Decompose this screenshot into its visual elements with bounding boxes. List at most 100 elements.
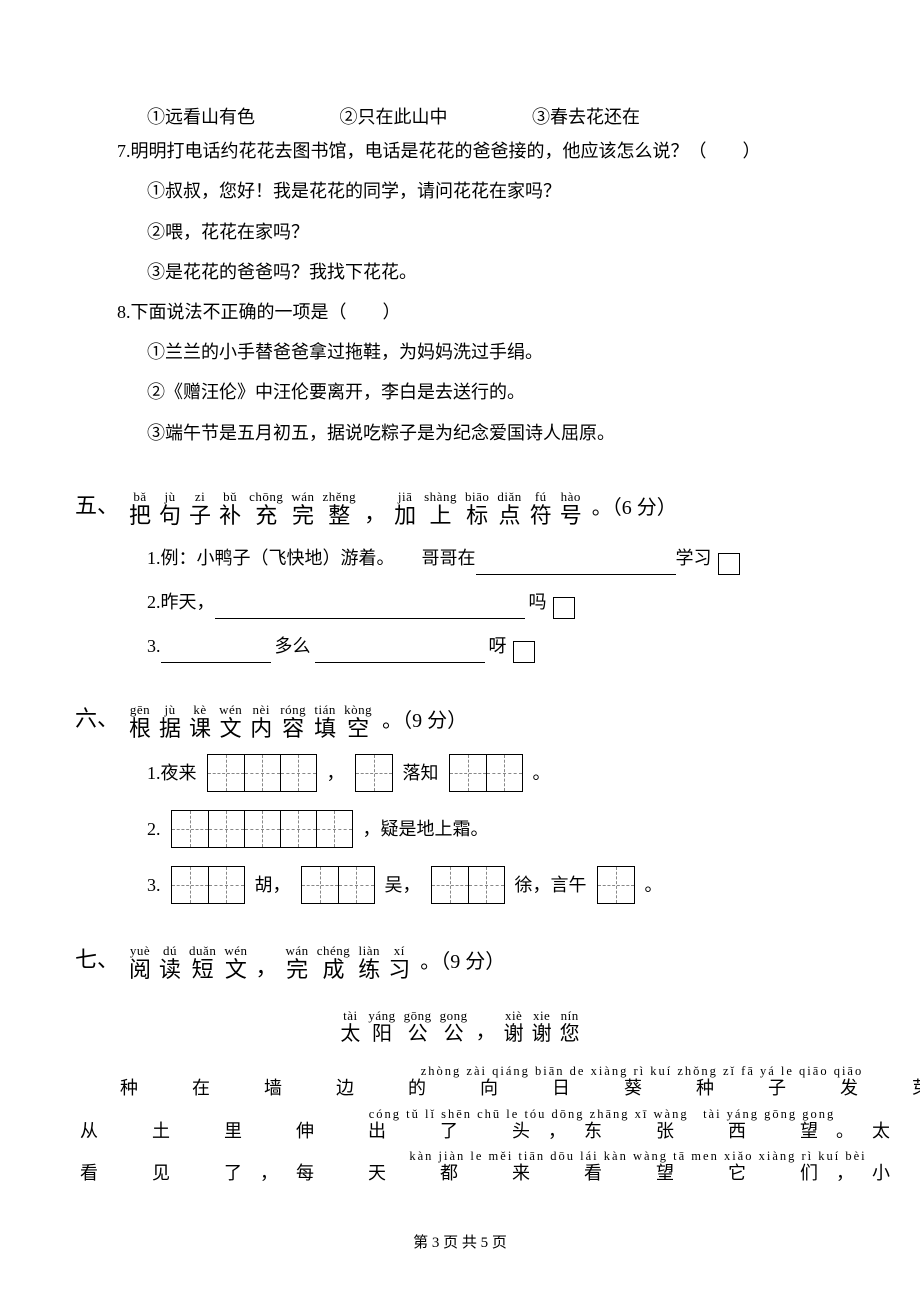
ruby-char: chōng充 bbox=[249, 490, 283, 527]
q8-opt-1: ①兰兰的小手替爸爸拿过拖鞋，为妈妈洗过手绢。 bbox=[75, 335, 845, 369]
punct-box bbox=[553, 597, 575, 619]
punct-box bbox=[718, 553, 740, 575]
tianzi-group bbox=[355, 754, 393, 792]
story-title: tài太 yáng阳 gōng公 gong公 ， xiè谢 xie谢 nín您 bbox=[75, 997, 845, 1044]
tianzi-group bbox=[171, 866, 245, 904]
tianzi-group bbox=[449, 754, 523, 792]
ruby-char: gōng公 bbox=[404, 1009, 432, 1044]
sec5-num: 五、 bbox=[75, 485, 119, 527]
blank bbox=[215, 597, 525, 619]
ruby-char: gong公 bbox=[440, 1009, 468, 1044]
ruby-char: yuè阅 bbox=[129, 944, 151, 981]
ruby-char: kè课 bbox=[189, 703, 211, 740]
story-line-1: zhòng zài qiáng biān de xiàng rì kuí zhǒ… bbox=[75, 1058, 845, 1099]
sec5-row3: 3. 多么 呀 bbox=[75, 629, 845, 663]
blank bbox=[476, 553, 676, 575]
ruby-char: tián填 bbox=[314, 703, 336, 740]
story-line-2: cóng tǔ lǐ shēn chū le tóu dōng zhāng xī… bbox=[75, 1101, 845, 1142]
sec6-row3: 3. 胡， 吴， 徐，言午 。 bbox=[75, 866, 845, 904]
q6-opt-3: ③春去花还在 bbox=[532, 100, 640, 134]
q7-stem: 7.明明打电话约花花去图书馆，电话是花花的爸爸接的，他应该怎么说？（ ） bbox=[75, 134, 845, 168]
ruby-char: xie谢 bbox=[532, 1009, 552, 1044]
tianzi-group bbox=[207, 754, 317, 792]
ruby-char: bǔ补 bbox=[219, 490, 241, 527]
sec5-r2-text-b: 吗 bbox=[529, 585, 547, 619]
sec6-r1-end: 。 bbox=[533, 756, 551, 790]
page-footer: 第 3 页 共 5 页 bbox=[0, 1229, 920, 1258]
ruby-char: xiè谢 bbox=[504, 1009, 524, 1044]
ruby-char: wán完 bbox=[286, 944, 309, 981]
ruby-char: róng容 bbox=[280, 703, 306, 740]
sec5-r3-text-a: 3. bbox=[147, 629, 161, 663]
ruby-char: dú读 bbox=[159, 944, 181, 981]
q8-opt-3: ③端午节是五月初五，据说吃粽子是为纪念爱国诗人屈原。 bbox=[75, 416, 845, 450]
q7-opt-2: ②喂，花花在家吗？ bbox=[75, 215, 845, 249]
tianzi-group bbox=[431, 866, 505, 904]
q7-opt-1: ①叔叔，您好！我是花花的同学，请问花花在家吗？ bbox=[75, 174, 845, 208]
sec6-r2-tail: ，疑是地上霜。 bbox=[363, 812, 489, 846]
ruby-char: wán完 bbox=[291, 490, 314, 527]
ruby-char: duǎn短 bbox=[189, 944, 216, 981]
sec6-tail: 。（9 分） bbox=[382, 702, 467, 740]
sec6-r3-end: 。 bbox=[645, 868, 663, 902]
sec6-num: 六、 bbox=[75, 698, 119, 740]
sec6-row2: 2. ，疑是地上霜。 bbox=[75, 810, 845, 848]
q6-opt-2: ②只在此山中 bbox=[340, 100, 448, 134]
section-5-heading: 五、 bǎ把 jù句 zi子 bǔ补 chōng充 wán完 zhěng整 ， jiā加 shàn… bbox=[75, 478, 845, 527]
sec5-row1: 1.例：小鸭子（飞快地）游着。 哥哥在 学习 bbox=[75, 541, 845, 575]
section-6-heading: 六、 gēn根 jù据 kè课 wén文 nèi内 róng容 tián填 kòng空 。（9… bbox=[75, 691, 845, 740]
sec5-r1-text-a: 1.例：小鸭子（飞快地）游着。 哥哥在 bbox=[147, 541, 476, 575]
sec6-r2-lead: 2. bbox=[147, 812, 161, 846]
sec7-num: 七、 bbox=[75, 939, 119, 981]
q8-opt-2: ②《赠汪伦》中汪伦要离开，李白是去送行的。 bbox=[75, 375, 845, 409]
ruby-char: nín您 bbox=[560, 1009, 580, 1044]
sec5-r3-text-c: 呀 bbox=[489, 629, 507, 663]
sec5-r2-text-a: 2.昨天， bbox=[147, 585, 215, 619]
q7-opt-3: ③是花花的爸爸吗？我找下花花。 bbox=[75, 255, 845, 289]
story-line-3: kàn jiàn le měi tiān dōu lái kàn wàng tā… bbox=[75, 1143, 845, 1184]
sec6-r3-lead: 3. bbox=[147, 868, 161, 902]
blank bbox=[315, 641, 485, 663]
section-7-heading: 七、 yuè阅 dú读 duǎn短 wén文 ， wán完 chéng成 liàn练 xí习 。… bbox=[75, 932, 845, 981]
ruby-char: hào号 bbox=[560, 490, 582, 527]
sec5-tail: 。（6 分） bbox=[592, 489, 677, 527]
ruby-char: liàn练 bbox=[358, 944, 380, 981]
ruby-char: diǎn点 bbox=[497, 490, 521, 527]
sec6-r3-a: 胡， bbox=[255, 868, 291, 902]
sec7-tail: 。（9 分） bbox=[420, 943, 505, 981]
tianzi-group bbox=[171, 810, 353, 848]
sec6-r3-b: 吴， bbox=[385, 868, 421, 902]
ruby-char: yáng阳 bbox=[368, 1009, 395, 1044]
tianzi-group bbox=[301, 866, 375, 904]
tianzi-group bbox=[597, 866, 635, 904]
sec5-r3-text-b: 多么 bbox=[275, 629, 311, 663]
ruby-char: ， bbox=[476, 1020, 496, 1042]
ruby-char: jiā加 bbox=[394, 490, 416, 527]
sec6-r3-c: 徐，言午 bbox=[515, 868, 587, 902]
ruby-char: zi子 bbox=[189, 490, 211, 527]
ruby-char: gēn根 bbox=[129, 703, 151, 740]
q6-options: ①远看山有色 ②只在此山中 ③春去花还在 bbox=[75, 100, 845, 134]
sec6-r1-lead: 1.夜来 bbox=[147, 756, 197, 790]
ruby-char: nèi内 bbox=[250, 703, 272, 740]
sec5-r1-text-b: 学习 bbox=[676, 541, 712, 575]
ruby-char: jù句 bbox=[159, 490, 181, 527]
ruby-char: ， bbox=[364, 501, 386, 525]
ruby-char: tài太 bbox=[340, 1009, 360, 1044]
ruby-char: xí习 bbox=[388, 944, 410, 981]
ruby-char: fú符 bbox=[530, 490, 552, 527]
ruby-char: zhěng整 bbox=[323, 490, 357, 527]
ruby-char: shàng上 bbox=[424, 490, 457, 527]
ruby-char: jù据 bbox=[159, 703, 181, 740]
q6-opt-1: ①远看山有色 bbox=[147, 100, 255, 134]
sec6-r1-mid: 落知 bbox=[403, 756, 439, 790]
ruby-char: bǎ把 bbox=[129, 490, 151, 527]
sec6-row1: 1.夜来 ， 落知 。 bbox=[75, 754, 845, 792]
ruby-char: wén文 bbox=[224, 944, 247, 981]
ruby-char: kòng空 bbox=[344, 703, 372, 740]
punct-box bbox=[513, 641, 535, 663]
ruby-char: wén文 bbox=[219, 703, 242, 740]
ruby-char: chéng成 bbox=[317, 944, 351, 981]
ruby-char: biāo标 bbox=[465, 490, 489, 527]
ruby-char: ， bbox=[256, 955, 278, 979]
